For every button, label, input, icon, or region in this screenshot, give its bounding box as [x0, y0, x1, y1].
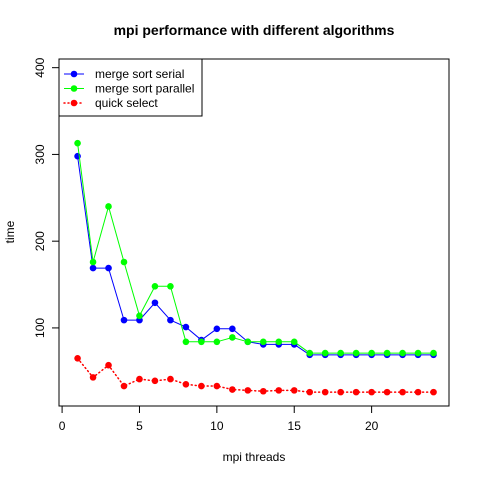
legend-marker-merge-sort-serial [70, 70, 78, 78]
data-point [182, 323, 190, 331]
series-quick-select [74, 354, 437, 396]
data-point [383, 388, 391, 396]
legend-marker-merge-sort-parallel [70, 85, 78, 92]
data-point [151, 299, 159, 307]
x-tick-label: 15 [288, 419, 302, 433]
data-point [136, 312, 143, 320]
data-point [151, 282, 159, 290]
data-point [275, 387, 283, 394]
data-point [213, 382, 221, 390]
data-point [89, 374, 97, 381]
data-point [74, 354, 81, 362]
axes: 0 5 10 15 20 100 200 300 400 [33, 57, 379, 433]
x-tick-label: 0 [59, 419, 66, 433]
data-point [352, 388, 360, 396]
data-point [383, 349, 391, 357]
data-point [290, 338, 298, 346]
legend-label-merge-sort-parallel: merge sort parallel [95, 82, 194, 96]
data-point [368, 349, 375, 357]
data-point [105, 264, 112, 272]
x-axis-label: mpi threads [223, 450, 286, 464]
legend-label-quick-select: quick select [95, 96, 158, 110]
data-point [120, 382, 128, 390]
y-tick-label: 200 [33, 231, 47, 251]
data-point [89, 264, 97, 272]
data-point [229, 386, 236, 393]
data-point [275, 338, 283, 346]
data-point [229, 325, 236, 333]
y-tick-label: 400 [33, 57, 47, 77]
data-point [306, 388, 314, 396]
data-point [105, 361, 112, 369]
x-tick-label: 5 [136, 419, 143, 433]
data-point [136, 375, 143, 383]
series-layer [74, 139, 437, 396]
data-point [244, 387, 252, 394]
legend-box [58, 58, 203, 117]
data-point [352, 349, 360, 357]
data-point [399, 388, 406, 396]
data-point [182, 381, 190, 388]
data-point [321, 349, 329, 357]
data-point [306, 349, 314, 357]
y-tick-label: 100 [33, 318, 47, 338]
data-point [290, 387, 298, 394]
data-point [120, 316, 128, 324]
y-axis-label: time [3, 220, 17, 243]
data-point [337, 388, 344, 396]
data-point [198, 338, 205, 346]
data-point [430, 349, 437, 357]
data-point [414, 349, 422, 357]
data-point [120, 258, 128, 266]
y-tick-label: 300 [33, 144, 47, 164]
data-point [259, 338, 267, 346]
legend-label-merge-sort-serial: merge sort serial [95, 67, 184, 81]
chart-title: mpi performance with different algorithm… [114, 22, 395, 38]
data-point [259, 387, 267, 395]
data-point [89, 258, 97, 266]
series-merge-sort-parallel [74, 139, 437, 357]
data-point [368, 388, 375, 396]
data-point [167, 316, 174, 324]
data-point [430, 388, 437, 396]
data-point [167, 375, 174, 383]
x-tick-label: 10 [210, 419, 224, 433]
data-point [74, 139, 81, 147]
data-point [337, 349, 344, 357]
data-point [151, 377, 159, 385]
data-point [105, 203, 112, 210]
data-point [244, 338, 252, 346]
data-point [213, 338, 221, 346]
data-point [399, 349, 406, 357]
legend-marker-quick-select [70, 99, 78, 107]
data-point [414, 388, 422, 396]
data-point [182, 338, 190, 346]
data-point [167, 282, 174, 290]
data-point [213, 325, 221, 333]
data-point [321, 388, 329, 396]
data-point [229, 334, 236, 341]
data-point [198, 382, 205, 390]
x-tick-label: 20 [365, 419, 379, 433]
